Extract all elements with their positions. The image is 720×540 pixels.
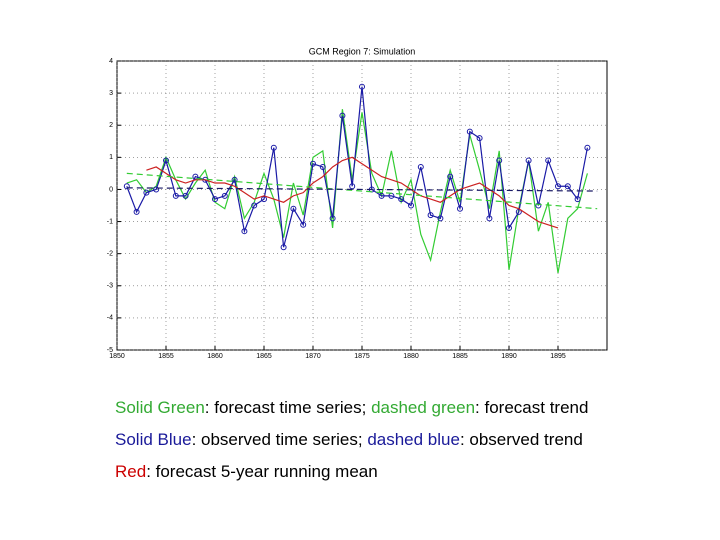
data-point — [506, 224, 512, 231]
data-point — [555, 183, 561, 190]
data-point — [496, 157, 503, 164]
data-point — [221, 192, 228, 199]
data-point — [241, 228, 248, 235]
y-tick-label: 1 — [109, 154, 113, 161]
x-tick-label: 1885 — [452, 353, 468, 360]
series-line — [126, 172, 598, 210]
series-line — [146, 156, 559, 229]
data-point — [182, 192, 189, 199]
data-point — [163, 157, 169, 164]
y-tick-label: -4 — [107, 315, 113, 322]
y-tick-label: 3 — [109, 90, 113, 97]
data-point — [300, 221, 307, 228]
x-tick-label: 1855 — [158, 353, 174, 360]
data-point — [476, 135, 483, 142]
data-point — [172, 192, 179, 199]
data-point — [535, 202, 542, 209]
x-tick-label: 1895 — [550, 353, 566, 360]
series-line — [126, 187, 598, 192]
data-point — [280, 244, 287, 251]
data-point — [447, 173, 454, 180]
caption-text: Solid Green — [115, 398, 205, 417]
data-point — [290, 205, 297, 212]
data-point — [339, 112, 346, 119]
data-point — [319, 163, 326, 170]
caption-text: Solid Blue — [115, 430, 192, 449]
x-tick-label: 1870 — [305, 353, 321, 360]
chart-title: GCM Region 7: Simulation — [309, 46, 416, 56]
data-point — [486, 215, 493, 222]
caption-text: dashed green — [371, 398, 476, 417]
x-tick-label: 1880 — [403, 353, 419, 360]
caption-line: Solid Green: forecast time series; dashe… — [115, 398, 588, 418]
data-point — [359, 83, 365, 90]
y-tick-label: -5 — [107, 347, 113, 354]
y-tick-label: -2 — [107, 251, 113, 258]
data-point — [574, 196, 581, 203]
data-point — [349, 183, 356, 190]
data-point — [123, 183, 130, 190]
data-point — [133, 208, 140, 215]
data-point — [427, 212, 434, 219]
data-point — [270, 144, 277, 151]
y-tick-label: -3 — [107, 283, 113, 290]
data-point — [525, 157, 532, 164]
caption-text: : observed trend — [459, 430, 583, 449]
data-point — [329, 215, 336, 222]
caption-text: Red — [115, 462, 147, 481]
data-point — [192, 173, 199, 180]
data-point — [153, 186, 160, 193]
caption-text: : forecast time series; — [204, 398, 372, 417]
x-tick-label: 1865 — [256, 353, 272, 360]
caption-line: Solid Blue: observed time series; dashed… — [115, 430, 583, 450]
caption-text: : forecast trend — [475, 398, 589, 417]
x-tick-label: 1890 — [501, 353, 517, 360]
y-tick-label: 0 — [109, 186, 113, 193]
caption-line: Red: forecast 5-year running mean — [115, 462, 378, 482]
y-tick-label: 2 — [109, 122, 113, 129]
data-point — [251, 202, 258, 209]
data-point — [457, 205, 463, 212]
data-point — [417, 163, 424, 170]
series-line — [126, 109, 588, 274]
y-tick-label: -1 — [107, 218, 113, 225]
data-point — [545, 157, 552, 164]
x-tick-label: 1860 — [207, 353, 223, 360]
data-point — [143, 189, 150, 196]
data-point — [564, 183, 571, 190]
data-point — [466, 128, 473, 135]
data-point — [261, 196, 267, 203]
data-point — [378, 192, 385, 199]
data-point — [231, 176, 238, 183]
data-point — [212, 196, 218, 203]
x-tick-label: 1850 — [109, 353, 125, 360]
data-point — [408, 202, 414, 209]
caption-text: : observed time series; — [191, 430, 368, 449]
chart: GCM Region 7: Simulation -5 -4 -3 -2 -1 0 1 2 3 4… — [107, 46, 608, 360]
y-tick-label: 4 — [109, 58, 113, 65]
x-tick-label: 1875 — [354, 353, 370, 360]
data-point — [584, 144, 591, 151]
caption-text: : forecast 5-year running mean — [146, 462, 378, 481]
data-point — [310, 160, 316, 167]
data-point — [437, 215, 444, 222]
data-point — [398, 196, 405, 203]
caption-text: dashed blue — [367, 430, 460, 449]
